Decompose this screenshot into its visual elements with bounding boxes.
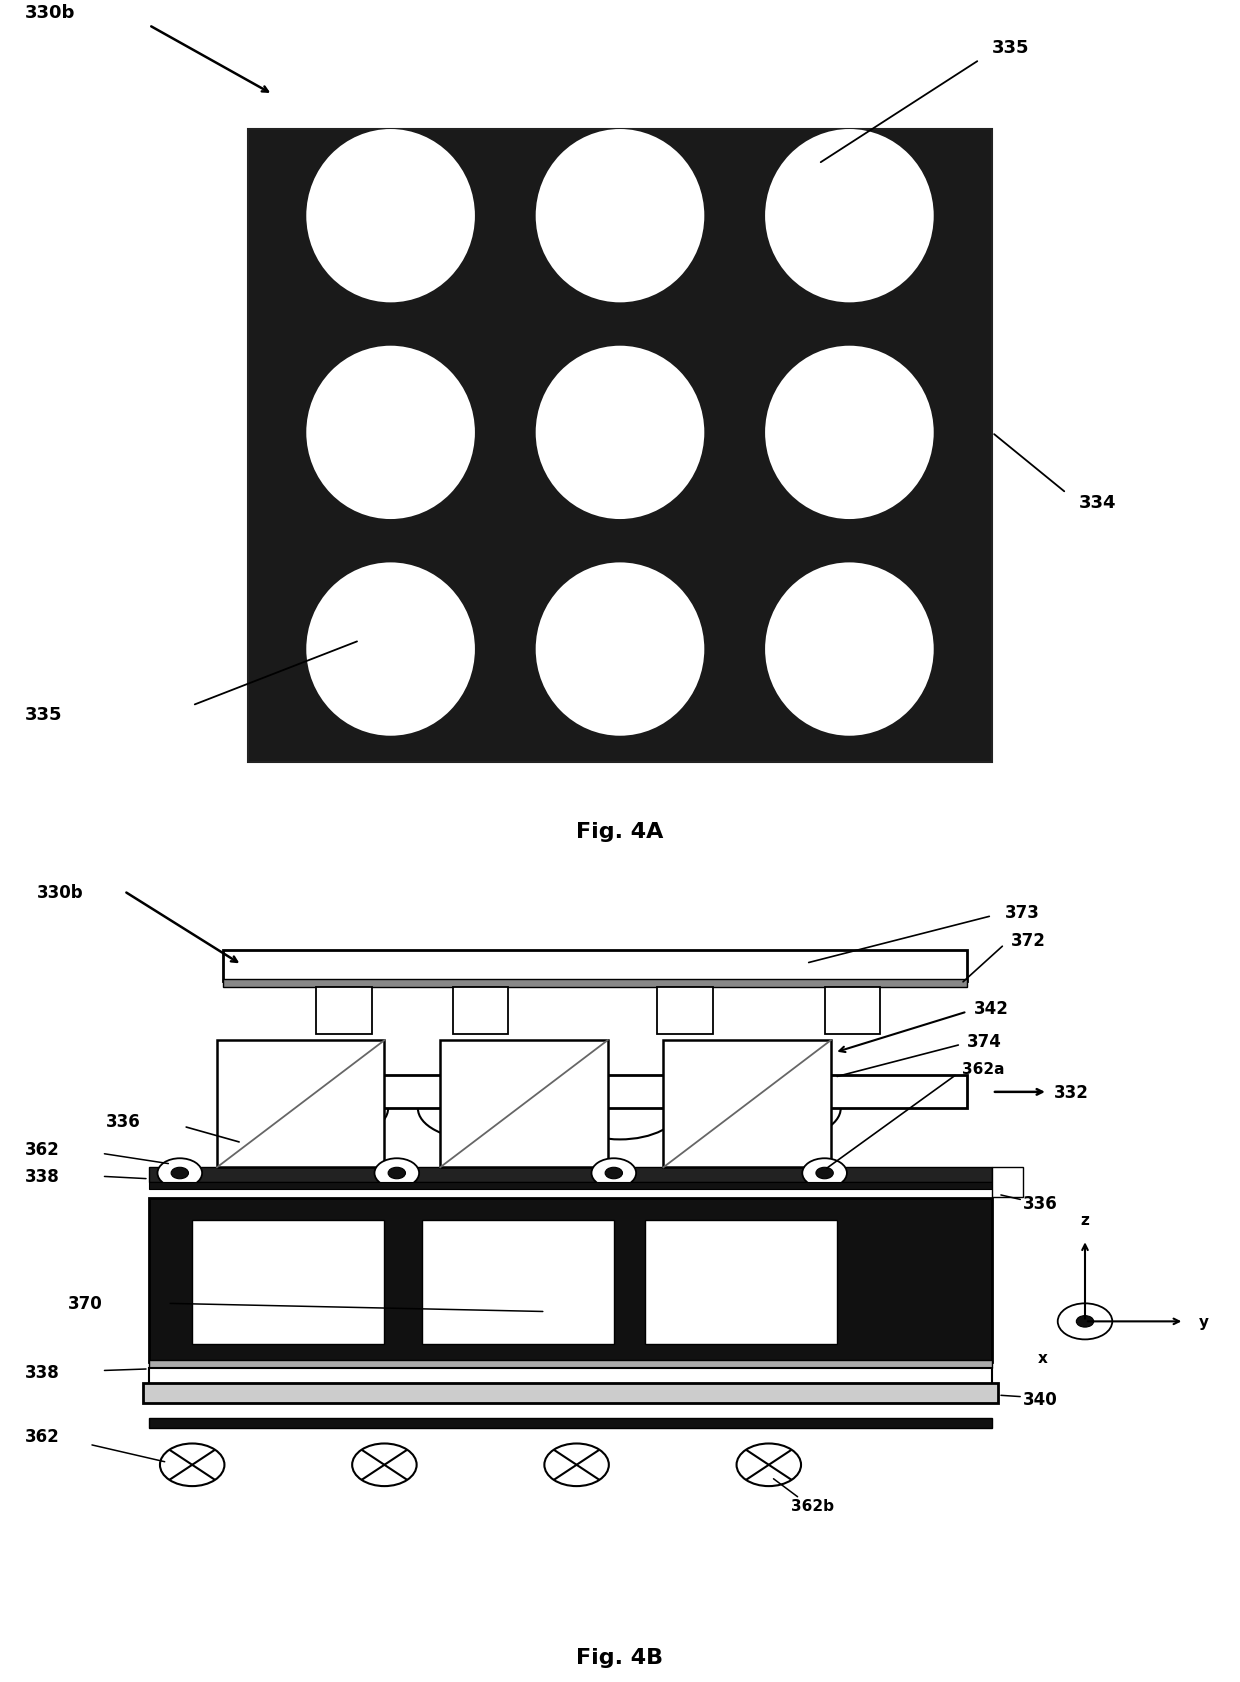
Bar	[149, 1167, 992, 1182]
Circle shape	[388, 1167, 405, 1179]
Text: 374: 374	[967, 1033, 1002, 1051]
Bar	[149, 1367, 992, 1384]
Bar	[223, 1076, 967, 1108]
Ellipse shape	[306, 130, 475, 303]
Text: 336: 336	[105, 1112, 140, 1130]
Text: 373: 373	[1004, 903, 1039, 922]
Circle shape	[737, 1443, 801, 1487]
Bar	[657, 987, 713, 1034]
Text: x: x	[1038, 1351, 1048, 1366]
Text: y: y	[1199, 1314, 1209, 1329]
Bar	[663, 1041, 831, 1167]
Circle shape	[544, 1443, 609, 1487]
Ellipse shape	[306, 346, 475, 520]
Circle shape	[605, 1167, 622, 1179]
Text: 330b: 330b	[25, 5, 76, 22]
Bar	[316, 987, 372, 1034]
Ellipse shape	[765, 563, 934, 737]
Text: z: z	[1080, 1213, 1090, 1228]
Bar	[149, 1199, 992, 1362]
Circle shape	[1058, 1304, 1112, 1339]
Ellipse shape	[765, 346, 934, 520]
Circle shape	[160, 1443, 224, 1487]
Text: 335: 335	[25, 706, 62, 723]
Bar	[149, 1361, 992, 1367]
Circle shape	[802, 1159, 847, 1187]
Text: 330b: 330b	[37, 883, 84, 902]
Ellipse shape	[536, 346, 704, 520]
Text: Fig. 4B: Fig. 4B	[577, 1647, 663, 1667]
Text: 335: 335	[992, 39, 1029, 57]
Text: 338: 338	[25, 1364, 60, 1381]
Ellipse shape	[536, 130, 704, 303]
Bar	[192, 1219, 384, 1344]
Bar	[453, 987, 508, 1034]
Bar	[223, 950, 967, 982]
Text: 372: 372	[1011, 932, 1045, 950]
Ellipse shape	[536, 563, 704, 737]
Bar	[223, 979, 967, 987]
Bar	[149, 1418, 992, 1428]
Circle shape	[374, 1159, 419, 1187]
Bar	[422, 1219, 614, 1344]
Circle shape	[816, 1167, 833, 1179]
Bar	[825, 987, 880, 1034]
Bar	[440, 1041, 608, 1167]
Circle shape	[1076, 1315, 1094, 1327]
Circle shape	[591, 1159, 636, 1187]
Text: 332: 332	[1054, 1083, 1089, 1102]
Bar	[143, 1383, 998, 1403]
Ellipse shape	[306, 563, 475, 737]
Ellipse shape	[765, 130, 934, 303]
Text: 362: 362	[25, 1428, 60, 1445]
Bar	[992, 1167, 1023, 1198]
Circle shape	[352, 1443, 417, 1487]
Text: 362: 362	[25, 1140, 60, 1159]
Bar	[149, 1182, 992, 1189]
Text: 362a: 362a	[962, 1061, 1004, 1076]
Text: 334: 334	[1079, 493, 1116, 511]
Text: 336: 336	[1023, 1194, 1058, 1211]
Text: 338: 338	[25, 1167, 60, 1186]
Circle shape	[157, 1159, 202, 1187]
Text: 342: 342	[973, 999, 1008, 1018]
Bar	[645, 1219, 837, 1344]
Text: 362b: 362b	[791, 1499, 835, 1514]
Bar	[248, 130, 992, 762]
Circle shape	[171, 1167, 188, 1179]
Text: 370: 370	[68, 1295, 103, 1312]
Bar	[217, 1041, 384, 1167]
Text: Fig. 4A: Fig. 4A	[577, 821, 663, 841]
Text: 340: 340	[1023, 1391, 1058, 1408]
